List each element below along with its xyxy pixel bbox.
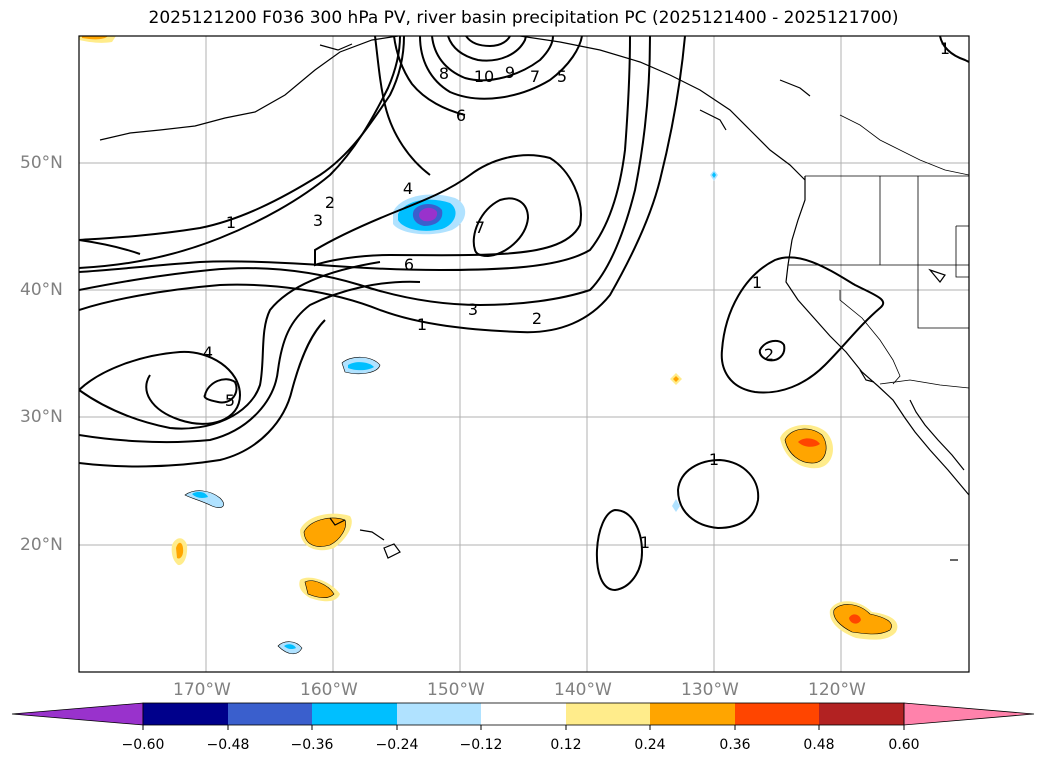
colorbar-tick-label: −0.12 [459, 737, 503, 753]
contour-label: 7 [475, 218, 485, 237]
colorbar-bin [481, 703, 566, 725]
contour-label: 4 [203, 343, 213, 362]
colorbar-bin [650, 703, 735, 725]
lat-label: 50°N [20, 153, 63, 173]
gridlines [79, 36, 969, 672]
contour-label: 5 [225, 391, 235, 410]
contour-label: 1 [640, 533, 650, 552]
colorbar-bin [735, 703, 819, 725]
contour-label: 4 [403, 179, 413, 198]
lon-label: 120°W [808, 680, 866, 700]
colorbar-tick-label: −0.60 [121, 737, 165, 753]
colorbar-tick-label: 0.12 [550, 737, 582, 753]
contour-label: 3 [468, 300, 478, 319]
contour-label: 5 [557, 67, 567, 86]
contour-label: 2 [532, 309, 542, 328]
colorbar-tick-label: −0.48 [206, 737, 250, 753]
contour-label: 1 [226, 213, 236, 232]
contour-label: 1 [709, 450, 719, 469]
lat-label: 30°N [20, 407, 63, 427]
colorbar-bin [819, 703, 904, 725]
contour-label: 1 [752, 273, 762, 292]
lon-label: 140°W [554, 680, 612, 700]
contour-label: 1 [940, 39, 950, 58]
lon-label: 150°W [427, 680, 485, 700]
contour-label: 10 [474, 67, 494, 86]
map-frame [78, 35, 970, 673]
colorbar-tick-label: 0.60 [888, 737, 920, 753]
contour-label: 1 [417, 315, 427, 334]
colorbar-tick-label: 0.24 [634, 737, 666, 753]
contour-label: 2 [764, 345, 774, 364]
contour-label: 6 [456, 106, 466, 125]
contour-label: 7 [530, 67, 540, 86]
colorbar-bin [397, 703, 481, 725]
lon-label: 130°W [681, 680, 739, 700]
positive-precip-areas [79, 36, 898, 640]
colorbar-bin [312, 703, 397, 725]
contour-label: 8 [439, 64, 449, 83]
lon-label: 160°W [300, 680, 358, 700]
contour-label: 2 [325, 193, 335, 212]
colorbar-extend-low [11, 702, 144, 726]
map-title: 2025121200 F036 300 hPa PV, river basin … [148, 8, 899, 28]
lat-label: 40°N [20, 280, 63, 300]
colorbar-extend-high [903, 702, 1035, 726]
colorbar [11, 702, 1035, 730]
state-borders [788, 114, 969, 389]
negative-precip-areas [184, 170, 718, 655]
colorbar-tick-label: −0.36 [290, 737, 334, 753]
colorbar-bin [566, 703, 650, 725]
colorbar-bin [228, 703, 312, 725]
contour-label: 9 [505, 63, 515, 82]
contour-label: 3 [313, 211, 323, 230]
lon-label: 170°W [173, 680, 231, 700]
contour-label: 6 [404, 255, 414, 274]
colorbar-tick-label: 0.36 [719, 737, 751, 753]
contour-labels: 1 2 3 4 5 6 7 8 9 10 1 2 3 4 5 6 7 1 2 1… [203, 39, 950, 552]
colorbar-tick-label: 0.48 [803, 737, 835, 753]
colorbar-bin [143, 703, 228, 725]
colorbar-tick-label: −0.24 [375, 737, 419, 753]
lat-label: 20°N [20, 535, 63, 555]
pv-contours [79, 36, 969, 592]
